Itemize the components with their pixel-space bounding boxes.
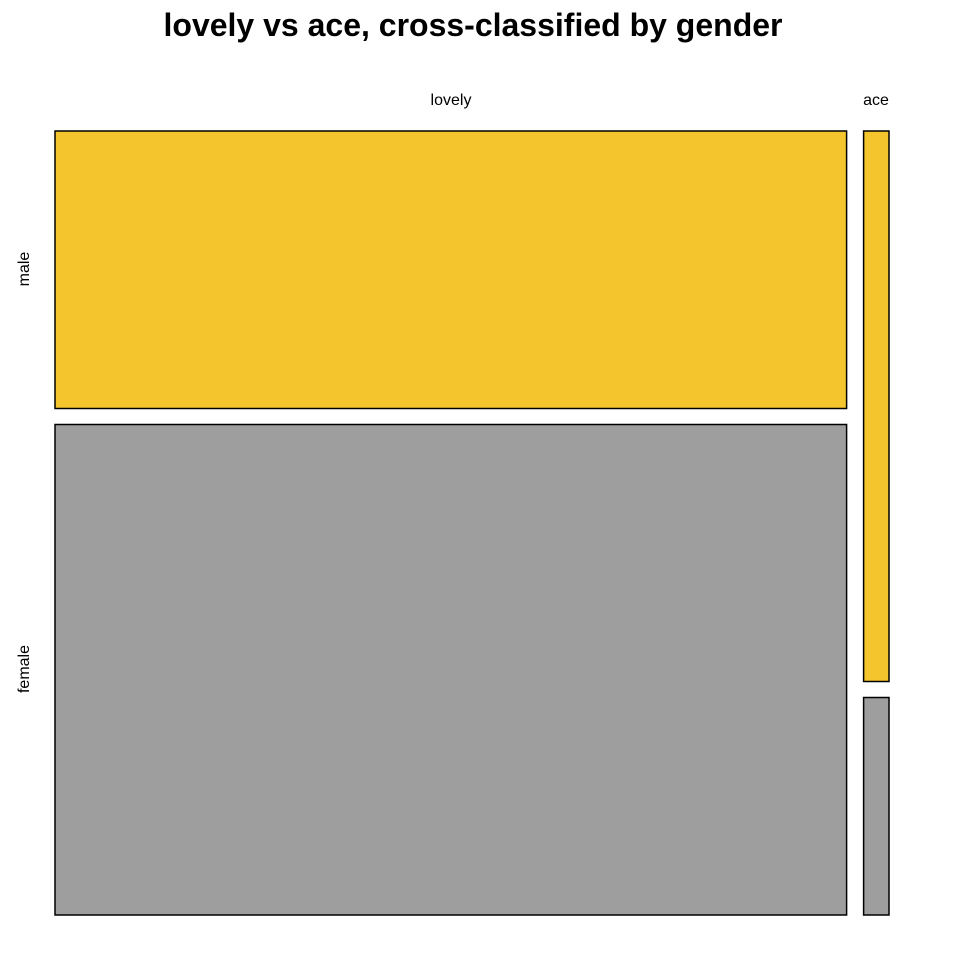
column-label-ace: ace	[863, 92, 889, 109]
row-label-male: male	[16, 252, 33, 287]
chart-title: lovely vs ace, cross-classified by gende…	[164, 7, 783, 43]
tile-ace-male	[862, 130, 890, 683]
tile-lovely-male	[54, 130, 848, 410]
mosaic-tiles	[54, 130, 890, 916]
column-label-lovely: lovely	[431, 92, 472, 109]
tile-ace-female	[862, 696, 890, 916]
tile-lovely-female	[54, 423, 848, 916]
row-label-female: female	[16, 645, 33, 693]
